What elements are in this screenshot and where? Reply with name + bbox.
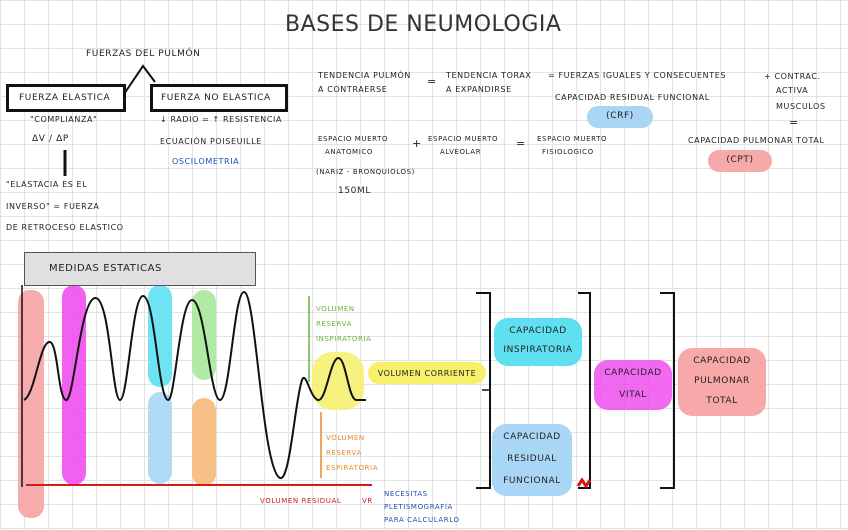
capacidad-vital-pill: [594, 360, 672, 410]
equals-3: =: [516, 137, 526, 150]
cpt-diagram-line-2: pulmonar: [694, 376, 750, 386]
bracket-cpt: [660, 292, 675, 489]
elastancia-line-1: "Elastacia es el: [6, 180, 88, 189]
medidas-estaticas-header: Medidas estaticas: [24, 252, 256, 286]
complianza-label: "Complianza": [30, 115, 98, 124]
fuerza-no-elastica-label: Fuerza no elastica: [161, 93, 271, 103]
capacidad-residual-line-2: residual: [507, 454, 557, 464]
cpt-label: (CPT): [726, 155, 754, 165]
vri-line-1: Volumen: [316, 305, 355, 313]
medidas-estaticas-label: Medidas estaticas: [49, 263, 162, 274]
necesitas-line-2: pletismografía: [384, 503, 453, 511]
tree-branch-lines: [119, 64, 156, 101]
capacidad-residual-line-3: funcional: [503, 476, 561, 486]
highlight-vre-bar: [192, 398, 216, 486]
highlight-cv-bar: [62, 285, 86, 485]
vre-line-1: Volumen: [326, 434, 365, 442]
espacio-alveolar-line-2: alveolar: [440, 148, 482, 156]
tendencia-pulmon-line-1: Tendencia pulmón: [318, 71, 412, 80]
fuerzas-pulmon-label: Fuerzas del pulmón: [86, 49, 201, 59]
tendencia-torax-line-1: Tendencia torax: [446, 71, 532, 80]
elastancia-line-3: de retroceso elastico: [6, 223, 124, 232]
highlight-crf-bar: [148, 392, 172, 484]
fuerzas-iguales-label: = Fuerzas iguales y consecuentes: [548, 71, 727, 80]
contrac-line-3: musculos: [776, 102, 826, 111]
elastancia-line-2: inverso" = fuerza: [6, 202, 100, 211]
necesitas-line-1: Necesitas: [384, 490, 428, 498]
vr-label: VR: [362, 497, 373, 505]
contrac-line-1: + Contrac.: [764, 72, 821, 81]
crf-pill: [587, 106, 653, 128]
tendencia-pulmon-line-2: a contraerse: [318, 85, 388, 94]
capacidad-vital-line-2: vital: [619, 390, 647, 400]
espacio-alveolar-line-1: Espacio muerto: [428, 135, 499, 143]
fuerza-no-elastica-box: Fuerza no elastica: [150, 84, 288, 112]
vri-line-2: Reserva: [316, 320, 352, 328]
necesitas-line-3: para calcularlo: [384, 516, 460, 524]
vri-line-3: Inspiratoria: [316, 335, 372, 343]
volumen-residual-label: Volumen residual: [260, 497, 342, 505]
crf-label: (CRF): [606, 111, 634, 121]
crf-title-label: Capacidad residual funcional: [555, 93, 710, 102]
capacidad-residual-line-1: Capacidad: [503, 432, 561, 442]
page-title: BASES DE NEUMOLOGIA: [285, 12, 562, 37]
radio-resistencia-label: ↓ Radio = ↑ Resistencia: [160, 115, 283, 124]
capacidad-residual-pill: [492, 424, 572, 496]
espacio-fisiologico-line-2: fisiologico: [542, 148, 594, 156]
cpt-pill: [708, 150, 772, 172]
capacidad-vital-line-1: Capacidad: [604, 368, 662, 378]
espacio-anatomico-line-1: Espacio muerto: [318, 135, 389, 143]
cpt-diagram-pill: [678, 348, 766, 416]
cpt-diagram-line-1: Capacidad: [693, 356, 751, 366]
plus-sign: +: [412, 137, 422, 150]
oscilometria-label: Oscilometria: [172, 157, 240, 166]
espacio-anatomico-line-2: anatomico: [325, 148, 373, 156]
poiseuille-label: Ecuación Poiseuille: [160, 137, 262, 146]
espacio-fisiologico-line-1: Espacio muerto: [537, 135, 608, 143]
dv-dp-label: ΔV / ΔP: [32, 134, 69, 144]
ml-label: 150ml: [338, 186, 371, 196]
nariz-bronquiolos-label: (Nariz - Bronquiolos): [316, 168, 416, 176]
vre-line-3: Espiratoria: [326, 464, 379, 472]
capacidad-inspiratoria-line-2: Inspiratoria: [503, 345, 573, 355]
capacidad-inspiratoria-pill: [494, 318, 582, 366]
volumen-corriente-pill: [368, 362, 486, 384]
cpt-diagram-line-3: total: [706, 396, 738, 406]
volumen-corriente-label: Volumen corriente: [377, 369, 477, 378]
cpt-title-label: Capacidad pulmonar total: [688, 136, 825, 145]
capacidad-inspiratoria-line-1: Capacidad: [509, 326, 567, 336]
tendencia-torax-line-2: a expandirse: [446, 85, 512, 94]
equals-1: =: [427, 75, 437, 88]
fuerza-elastica-label: Fuerza elastica: [19, 93, 111, 103]
contrac-line-2: activa: [776, 86, 809, 95]
vre-line-2: reserva: [326, 449, 362, 457]
fuerza-elastica-box: Fuerza elastica: [6, 84, 126, 112]
equals-2: =: [789, 116, 799, 129]
bracket-cv: [578, 292, 591, 489]
